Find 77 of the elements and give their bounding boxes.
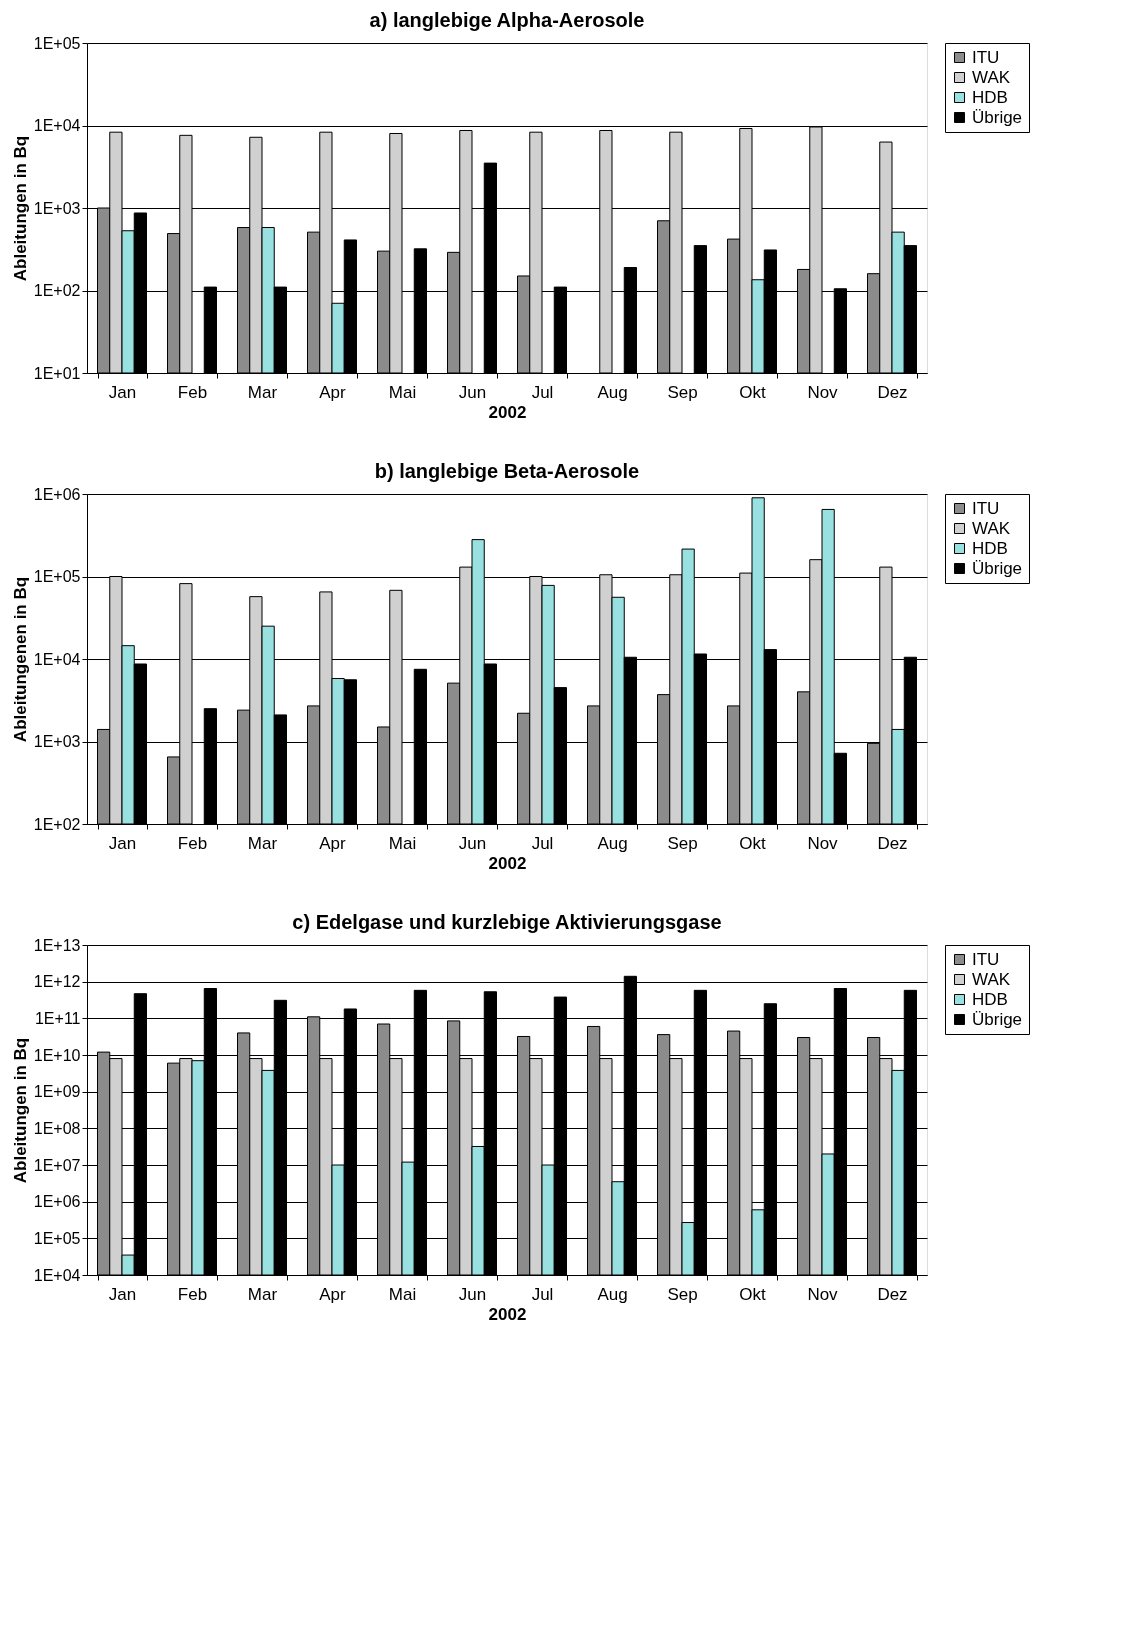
- y-tick-label: 1E+06: [33, 1193, 81, 1211]
- x-tick-label: Sep: [667, 1284, 698, 1304]
- legend-label: ITU: [972, 498, 1000, 518]
- x-tick-label: Nov: [807, 833, 839, 853]
- y-tick-label: 1E+05: [33, 1229, 81, 1247]
- x-tick-label: Apr: [319, 1284, 347, 1304]
- x-tick-label: Jun: [458, 382, 487, 402]
- y-tick-label: 1E+01: [33, 364, 81, 382]
- x-tick-label: Jan: [108, 382, 137, 402]
- x-tick-label: Dez: [877, 833, 908, 853]
- x-axis-title: 2002: [488, 853, 527, 873]
- x-tick-label: Aug: [597, 833, 628, 853]
- y-tick-label: 1E+07: [33, 1156, 81, 1174]
- chart-title: c) Edelgase und kurzlebige Aktivierungsgase: [292, 911, 722, 933]
- x-tick-label: Nov: [807, 1284, 839, 1304]
- x-axis-title: 2002: [488, 402, 527, 422]
- legend-label: HDB: [972, 87, 1008, 107]
- y-tick-label: 1E+05: [33, 568, 81, 585]
- legend-label: Übrige: [972, 558, 1023, 578]
- x-tick-label: Mar: [247, 1284, 278, 1304]
- y-tick-label: 1E+09: [33, 1083, 81, 1101]
- y-tick-label: 1E+04: [33, 117, 81, 134]
- y-tick-label: 1E+13: [33, 936, 81, 954]
- y-tick-label: 1E+10: [33, 1046, 81, 1064]
- x-tick-label: Nov: [807, 382, 839, 402]
- y-tick-label: 1E+03: [33, 733, 81, 750]
- legend-label: WAK: [972, 518, 1011, 538]
- x-tick-label: Feb: [177, 1284, 208, 1304]
- y-axis-title: Ableitungen in Bq: [10, 1037, 30, 1184]
- x-tick-label: Jun: [458, 833, 487, 853]
- x-tick-label: Mai: [388, 1284, 417, 1304]
- x-tick-label: Jul: [531, 382, 554, 402]
- x-tick-label: Jan: [108, 833, 137, 853]
- legend-label: Übrige: [972, 1009, 1023, 1029]
- x-tick-label: Jan: [108, 1284, 137, 1304]
- x-tick-label: Aug: [597, 382, 628, 402]
- x-tick-label: Okt: [739, 1284, 766, 1304]
- y-tick-label: 1E+08: [33, 1119, 81, 1137]
- y-tick-label: 1E+05: [33, 34, 81, 52]
- x-tick-label: Sep: [667, 382, 698, 402]
- legend-label: WAK: [972, 67, 1011, 87]
- x-tick-label: Dez: [877, 382, 908, 402]
- x-tick-label: Feb: [177, 833, 208, 853]
- y-tick-label: 1E+02: [33, 815, 81, 833]
- x-tick-label: Jun: [458, 1284, 487, 1304]
- x-tick-label: Dez: [877, 1284, 908, 1304]
- x-tick-label: Okt: [739, 382, 766, 402]
- x-tick-label: Jul: [531, 1284, 554, 1304]
- y-tick-label: 1E+04: [33, 650, 81, 668]
- y-axis-title: Ableitungen in Bq: [10, 135, 30, 282]
- y-tick-label: 1E+04: [33, 1266, 81, 1284]
- legend-label: Übrige: [972, 107, 1023, 127]
- x-tick-label: Sep: [667, 833, 698, 853]
- x-tick-label: Mai: [388, 382, 417, 402]
- x-tick-label: Aug: [597, 1284, 628, 1304]
- legend-label: HDB: [972, 538, 1008, 558]
- x-tick-label: Mai: [388, 833, 417, 853]
- x-tick-label: Apr: [319, 382, 347, 402]
- x-tick-label: Feb: [177, 382, 208, 402]
- x-tick-label: Apr: [319, 833, 347, 853]
- y-tick-label: 1E+02: [33, 282, 81, 299]
- x-tick-label: Mar: [247, 382, 278, 402]
- x-tick-label: Mar: [247, 833, 278, 853]
- x-tick-label: Okt: [739, 833, 766, 853]
- x-axis-title: 2002: [488, 1304, 527, 1324]
- chart-title: b) langlebige Beta-Aerosole: [374, 460, 640, 482]
- y-tick-label: 1E+12: [33, 973, 81, 991]
- legend-label: WAK: [972, 969, 1011, 989]
- y-axis-title: Ableitungenen in Bq: [10, 576, 30, 743]
- y-tick-label: 1E+11: [34, 1009, 81, 1027]
- chart-title: a) langlebige Alpha-Aerosole: [369, 9, 645, 31]
- y-tick-label: 1E+03: [33, 199, 81, 217]
- x-tick-label: Jul: [531, 833, 554, 853]
- legend-label: HDB: [972, 989, 1008, 1009]
- y-tick-label: 1E+06: [33, 485, 81, 503]
- legend-label: ITU: [972, 47, 1000, 67]
- legend-label: ITU: [972, 949, 1000, 969]
